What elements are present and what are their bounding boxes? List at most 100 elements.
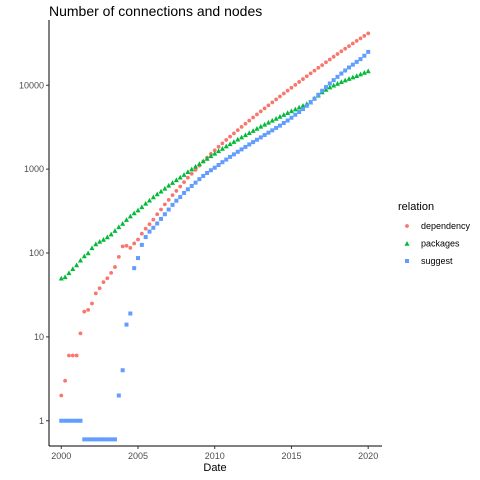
legend-key-packages: [404, 241, 410, 246]
legend-label-packages: packages: [421, 239, 460, 249]
data-point-packages: [258, 123, 264, 129]
data-point-dependency: [147, 222, 152, 227]
data-point-packages: [100, 236, 106, 242]
data-point-dependency: [320, 63, 325, 67]
data-point-dependency: [151, 217, 156, 222]
data-point-dependency: [343, 46, 348, 51]
x-tick-label: 2015: [281, 451, 301, 461]
y-axis-ticks: 1 10 100 1000 10000: [19, 80, 49, 426]
data-point-suggest: [266, 130, 271, 135]
data-point-dependency: [220, 141, 225, 146]
data-point-suggest: [331, 78, 336, 83]
data-point-packages: [212, 150, 218, 156]
data-point-dependency: [116, 254, 121, 259]
data-point-dependency: [347, 44, 351, 49]
data-point-suggest: [170, 202, 175, 207]
data-point-dependency: [331, 54, 336, 59]
data-point-packages: [358, 71, 364, 77]
data-point-packages: [193, 163, 199, 169]
data-point-suggest: [323, 85, 328, 90]
data-point-packages: [262, 121, 268, 127]
data-point-suggest: [78, 418, 83, 423]
data-point-dependency: [143, 226, 148, 231]
data-point-packages: [135, 207, 141, 213]
data-point-suggest: [59, 418, 64, 423]
y-tick-label: 1: [39, 416, 44, 426]
data-point-suggest: [293, 112, 298, 117]
data-point-packages: [223, 143, 229, 149]
data-point-suggest: [320, 88, 325, 93]
data-point-packages: [365, 68, 371, 74]
data-point-suggest: [304, 103, 309, 108]
data-point-suggest: [289, 115, 294, 120]
data-point-suggest: [243, 144, 248, 149]
data-point-dependency: [358, 36, 363, 41]
data-point-packages: [200, 158, 206, 164]
data-point-packages: [162, 185, 168, 191]
data-point-packages: [246, 130, 252, 135]
data-point-suggest: [101, 437, 106, 442]
data-point-dependency: [166, 197, 171, 202]
data-point-packages: [70, 266, 76, 271]
data-point-packages: [239, 134, 245, 140]
data-point-suggest: [136, 256, 141, 261]
data-point-packages: [166, 182, 172, 188]
data-point-suggest: [297, 109, 302, 114]
data-point-packages: [242, 132, 248, 138]
data-point-dependency: [120, 244, 125, 249]
data-point-suggest: [262, 133, 267, 138]
data-point-packages: [120, 220, 126, 226]
legend-label-dependency: dependency: [421, 221, 471, 231]
data-point-suggest: [312, 96, 317, 101]
data-point-packages: [147, 197, 153, 203]
data-point-dependency: [193, 167, 198, 172]
data-point-packages: [285, 110, 291, 116]
data-point-suggest: [86, 437, 91, 442]
x-tick-label: 2020: [358, 451, 378, 461]
data-point-suggest: [70, 418, 75, 423]
plot-marks: [58, 31, 371, 442]
data-point-dependency: [216, 144, 221, 149]
data-point-suggest: [63, 418, 68, 423]
data-point-suggest: [174, 198, 179, 203]
data-point-suggest: [228, 154, 233, 159]
data-point-suggest: [155, 221, 160, 226]
data-point-dependency: [97, 286, 102, 291]
legend-key-dependency: [405, 224, 409, 228]
data-point-dependency: [312, 68, 317, 73]
data-point-dependency: [178, 184, 183, 189]
data-point-dependency: [262, 106, 267, 111]
data-point-packages: [158, 188, 164, 194]
data-point-suggest: [162, 212, 167, 217]
data-point-packages: [66, 270, 72, 276]
data-point-suggest: [124, 322, 129, 327]
data-point-dependency: [266, 103, 271, 108]
data-point-packages: [254, 126, 260, 131]
data-point-suggest: [366, 49, 371, 54]
data-point-dependency: [354, 39, 359, 43]
y-tick-label: 10000: [19, 80, 44, 90]
legend-title: relation: [398, 201, 434, 213]
data-point-dependency: [124, 243, 129, 248]
data-point-suggest: [97, 437, 102, 442]
data-point-dependency: [324, 60, 328, 65]
data-point-packages: [81, 253, 87, 259]
data-point-suggest: [224, 157, 229, 162]
data-point-packages: [185, 169, 191, 175]
data-point-packages: [177, 174, 183, 180]
data-point-suggest: [166, 207, 171, 212]
data-point-suggest: [139, 242, 144, 247]
data-point-packages: [219, 146, 225, 151]
data-point-packages: [89, 245, 95, 251]
data-point-dependency: [274, 97, 279, 102]
data-point-packages: [58, 275, 64, 281]
data-point-packages: [112, 228, 118, 233]
y-tick-label: 1000: [24, 164, 44, 174]
data-point-suggest: [285, 118, 290, 123]
data-point-dependency: [335, 52, 340, 56]
series-dependency: [59, 31, 371, 398]
data-point-suggest: [105, 437, 110, 442]
data-point-packages: [265, 119, 271, 125]
data-point-dependency: [339, 49, 344, 54]
data-point-suggest: [247, 142, 252, 147]
